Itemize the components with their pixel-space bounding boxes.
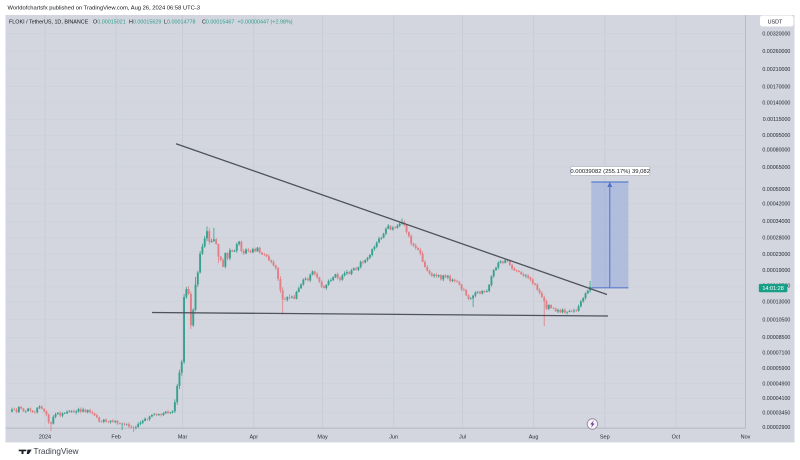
svg-text:0.00140000: 0.00140000 (762, 101, 790, 107)
svg-text:TradingView: TradingView (34, 447, 79, 456)
svg-text:0.00002900: 0.00002900 (762, 425, 790, 431)
svg-text:0.00080000: 0.00080000 (762, 148, 790, 154)
svg-text:Jul: Jul (459, 435, 466, 441)
svg-text:Worldofchartsfx published on T: Worldofchartsfx published on TradingView… (8, 6, 200, 12)
svg-text:0.00039082 (255.17%) 39,082: 0.00039082 (255.17%) 39,082 (570, 169, 650, 175)
svg-text:0.00028000: 0.00028000 (762, 235, 790, 241)
svg-text:Feb: Feb (111, 435, 120, 441)
svg-text:0.00013000: 0.00013000 (762, 300, 790, 306)
svg-text:May: May (317, 435, 328, 441)
svg-text:0.00007100: 0.00007100 (762, 350, 790, 356)
svg-text:0.00010500: 0.00010500 (762, 318, 790, 324)
svg-text:14:01:28: 14:01:28 (762, 286, 783, 292)
svg-text:Apr: Apr (250, 435, 259, 441)
svg-text:Aug: Aug (529, 435, 539, 441)
svg-text:0.00019000: 0.00019000 (762, 268, 790, 274)
svg-text:0.00004900: 0.00004900 (762, 381, 790, 387)
svg-text:0.00034000: 0.00034000 (762, 219, 790, 225)
svg-text:0.00095000: 0.00095000 (762, 133, 790, 139)
svg-text:0.00023000: 0.00023000 (762, 252, 790, 258)
svg-text:0.00050000: 0.00050000 (762, 187, 790, 193)
svg-text:Sep: Sep (600, 435, 610, 441)
svg-text:0.00260000: 0.00260000 (762, 49, 790, 55)
svg-text:0.00320000: 0.00320000 (762, 32, 790, 38)
svg-text:Nov: Nov (741, 435, 751, 441)
svg-text:0.00003450: 0.00003450 (762, 411, 790, 417)
svg-text:USDT: USDT (768, 19, 783, 25)
svg-text:0.00042000: 0.00042000 (762, 202, 790, 208)
svg-text:Jun: Jun (389, 435, 398, 441)
svg-text:0.00008500: 0.00008500 (762, 335, 790, 341)
svg-text:0.00115000: 0.00115000 (763, 117, 791, 123)
svg-text:0.00210000: 0.00210000 (762, 67, 790, 73)
svg-text:0.00065000: 0.00065000 (762, 165, 790, 171)
svg-text:Mar: Mar (178, 435, 188, 441)
svg-text:0.00170000: 0.00170000 (762, 85, 790, 91)
svg-text:2024: 2024 (39, 435, 51, 441)
svg-text:0.00004100: 0.00004100 (762, 396, 790, 402)
svg-text:Oct: Oct (672, 435, 681, 441)
svg-text:0.00005900: 0.00005900 (762, 366, 790, 372)
